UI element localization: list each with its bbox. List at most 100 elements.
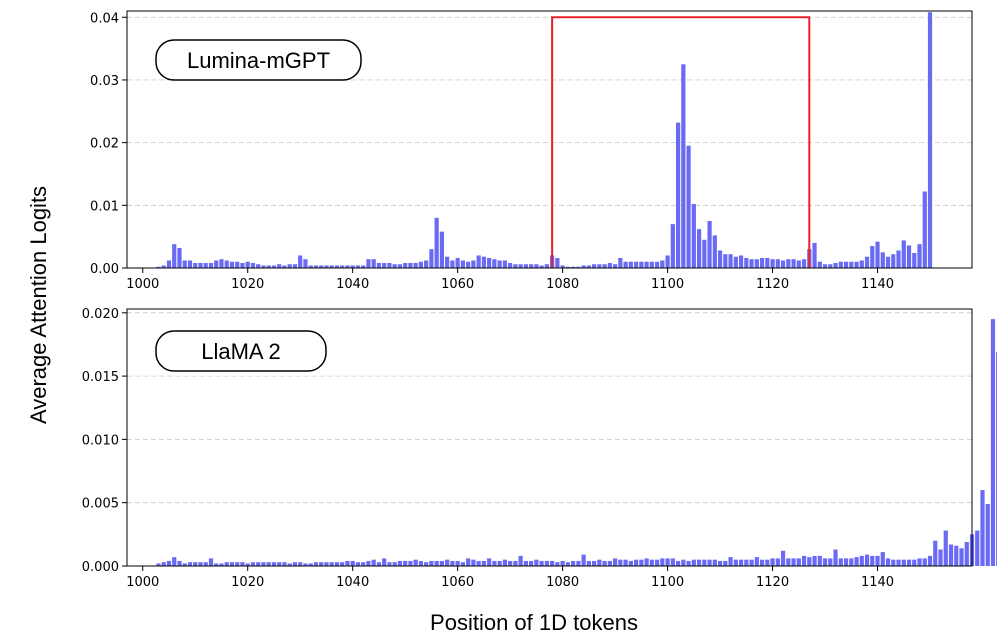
bar xyxy=(492,259,497,268)
bar xyxy=(193,562,198,566)
bar xyxy=(618,559,623,566)
bar xyxy=(801,555,807,566)
x-tick-label: 1000 xyxy=(126,277,159,292)
panel-label-box xyxy=(155,330,327,372)
bar xyxy=(828,558,833,566)
bar xyxy=(749,259,754,268)
bar xyxy=(613,558,618,566)
bar xyxy=(754,259,759,268)
bar xyxy=(229,261,235,268)
bar xyxy=(581,265,586,268)
bar xyxy=(198,262,203,268)
panel-llama-2: 0.000 0.005 0.010 0.015 0.020 1000 1020 1040 106… xyxy=(82,307,997,590)
bar xyxy=(791,558,796,566)
bar xyxy=(586,560,591,566)
bar xyxy=(885,256,891,268)
bar xyxy=(623,559,628,566)
bar xyxy=(634,559,639,566)
bar xyxy=(224,562,229,566)
bar xyxy=(408,560,413,566)
bar xyxy=(723,560,728,566)
bar xyxy=(387,562,392,566)
bar xyxy=(298,562,303,566)
bar xyxy=(576,560,581,566)
bar xyxy=(492,560,497,566)
bar xyxy=(654,261,660,268)
bar xyxy=(854,557,859,566)
bar xyxy=(250,562,256,566)
bar xyxy=(429,249,434,268)
bar xyxy=(277,562,282,566)
bar xyxy=(340,562,345,566)
bar xyxy=(235,562,240,566)
bar xyxy=(413,559,418,566)
bar xyxy=(571,560,576,566)
bar xyxy=(387,262,392,268)
bar xyxy=(917,244,922,268)
x-tick-label: 1080 xyxy=(546,277,579,292)
bar xyxy=(392,562,397,566)
bar xyxy=(455,560,460,566)
bar xyxy=(728,254,733,268)
bar xyxy=(733,559,738,566)
bar xyxy=(917,558,922,566)
bar xyxy=(487,558,492,566)
bar xyxy=(219,563,224,566)
bar xyxy=(287,264,292,268)
bar xyxy=(235,261,240,268)
bar xyxy=(838,261,843,268)
bar xyxy=(634,261,639,268)
bar xyxy=(282,562,287,566)
bar xyxy=(219,259,224,268)
x-tick-label: 1120 xyxy=(756,575,789,590)
y-tick-label: 0.03 xyxy=(90,74,119,89)
bar xyxy=(675,122,681,268)
bar xyxy=(324,265,329,268)
panel-label: LlaMA 2 xyxy=(201,339,281,364)
bar xyxy=(303,259,308,268)
bar xyxy=(675,560,681,566)
bar xyxy=(565,266,570,268)
bar xyxy=(439,231,445,268)
bar xyxy=(849,261,854,268)
x-tick-label: 1060 xyxy=(441,575,474,590)
axes-frame xyxy=(126,308,973,567)
bar xyxy=(870,555,875,566)
bar xyxy=(382,558,387,566)
bar xyxy=(833,262,838,268)
bar xyxy=(366,259,371,268)
bar xyxy=(193,262,198,268)
bar xyxy=(849,558,854,566)
x-tick-label: 1140 xyxy=(861,575,894,590)
bar xyxy=(796,260,801,268)
bar xyxy=(208,262,214,268)
bar xyxy=(161,265,166,268)
bar xyxy=(822,558,828,566)
axes-frame xyxy=(126,10,973,269)
bar xyxy=(261,562,266,566)
bar xyxy=(529,264,534,268)
bar xyxy=(434,560,439,566)
bar xyxy=(523,560,528,566)
bar xyxy=(455,257,460,268)
bar xyxy=(266,265,271,268)
bar xyxy=(518,264,523,268)
panel-label-box xyxy=(155,39,362,81)
bar xyxy=(544,264,549,268)
bar xyxy=(340,265,345,268)
bar xyxy=(943,530,948,566)
x-tick-label: 1000 xyxy=(126,575,159,590)
bar xyxy=(308,563,313,566)
bar xyxy=(597,264,602,268)
bar xyxy=(544,560,549,566)
bar xyxy=(277,264,282,268)
bar xyxy=(786,259,791,268)
bar xyxy=(670,224,675,268)
bar xyxy=(891,559,896,566)
bar xyxy=(508,262,513,268)
bar xyxy=(628,261,633,268)
bar xyxy=(896,250,901,268)
bar xyxy=(403,262,408,268)
bar xyxy=(345,265,350,268)
